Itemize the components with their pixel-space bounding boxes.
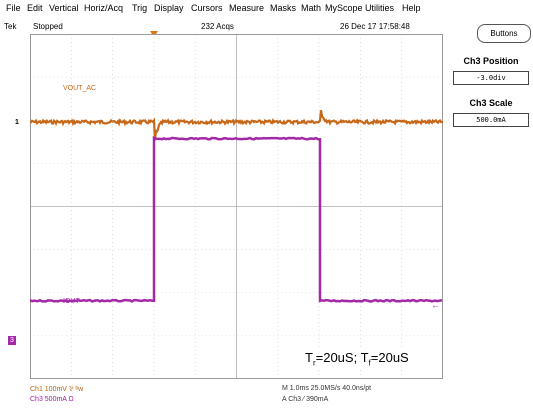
scope-display[interactable]: VOUT_AC IOUT xyxy=(29,34,444,379)
menu-measure[interactable]: Measure xyxy=(229,3,265,13)
menu-vertical[interactable]: Vertical xyxy=(49,3,79,13)
menu-myscope[interactable]: MyScope xyxy=(325,3,363,13)
trigger-readout[interactable]: A Ch3 ⁄ 390mA xyxy=(282,396,329,403)
buttons-button[interactable]: Buttons xyxy=(477,24,531,43)
ch3-position-label: Ch3 Position xyxy=(463,56,519,66)
acquisition-count: 232 Acqs xyxy=(201,22,234,31)
menu-display[interactable]: Display xyxy=(154,3,184,13)
datetime-label: 26 Dec 17 17:58:48 xyxy=(340,22,410,31)
ch3-ground-marker[interactable]: 3 xyxy=(8,336,16,345)
menu-horiz-acq[interactable]: Horiz/Acq xyxy=(84,3,124,13)
ch3-scale-label: Ch3 Scale xyxy=(469,98,513,108)
menu-edit[interactable]: Edit xyxy=(27,3,43,13)
waveform-graticule: VOUT_AC IOUT xyxy=(29,34,444,379)
menu-utilities[interactable]: Utilities xyxy=(365,3,395,13)
ch3-waveform xyxy=(29,136,442,303)
brand-label: Tek xyxy=(4,22,17,31)
run-state-label: Stopped xyxy=(33,22,63,31)
menu-trig[interactable]: Trig xyxy=(132,3,148,13)
ch1-name-label: VOUT_AC xyxy=(63,85,96,92)
menu-math[interactable]: Math xyxy=(301,3,322,13)
rise-fall-time-annotation: Tr=20uS; Tf=20uS xyxy=(305,350,409,368)
menu-help[interactable]: Help xyxy=(402,3,421,13)
ch3-position-value[interactable]: -3.0div xyxy=(453,71,529,85)
ch3-name-label: IOUT xyxy=(63,298,80,305)
ch1-waveform xyxy=(29,110,444,141)
menu-file[interactable]: File xyxy=(6,3,21,13)
ch1-ground-marker[interactable]: 1 xyxy=(15,119,19,126)
ch3-scale-value[interactable]: 500.0mA xyxy=(453,113,529,127)
menu-cursors[interactable]: Cursors xyxy=(191,3,223,13)
menu-masks[interactable]: Masks xyxy=(270,3,297,13)
ch3-settings-readout[interactable]: Ch3 500mA Ω xyxy=(30,396,74,403)
graticule-border xyxy=(30,34,443,379)
ch3-trigger-level-arrow-icon[interactable]: ← xyxy=(431,300,440,310)
ch1-settings-readout[interactable]: Ch1 100mV ⅌ ᵇw xyxy=(30,386,84,393)
menu-bar: File Edit Vertical Horiz/Acq Trig Displa… xyxy=(0,0,533,17)
timebase-readout[interactable]: M 1.0ms 25.0MS/s 40.0ns/pt xyxy=(282,385,372,392)
